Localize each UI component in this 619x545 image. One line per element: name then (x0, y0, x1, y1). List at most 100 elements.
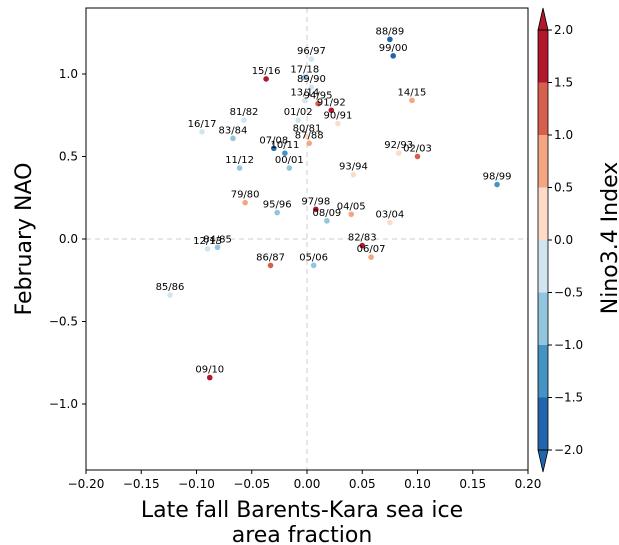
point-label: 89/90 (297, 74, 326, 85)
point-label: 96/97 (297, 46, 326, 57)
colorbar-tick-label: 1.5 (554, 76, 573, 90)
colorbar-segment (538, 240, 548, 293)
point-label: 94/95 (304, 91, 333, 102)
data-point (282, 150, 288, 156)
point-label: 06/07 (357, 244, 386, 255)
data-point (301, 74, 308, 81)
data-points (167, 36, 500, 381)
colorbar-tick-label: 2.0 (554, 23, 573, 37)
x-tick-label: −0.20 (68, 477, 105, 491)
colorbar-tick-label: −0.5 (554, 286, 583, 300)
data-point (308, 84, 315, 90)
point-label: 85/86 (156, 282, 185, 293)
colorbar-tick-label: −2.0 (554, 443, 583, 457)
data-point (267, 262, 274, 269)
data-point (395, 150, 402, 156)
colorbar-tick-label: −1.5 (554, 391, 583, 405)
colorbar-segment (538, 82, 548, 135)
data-point (324, 218, 330, 224)
data-point (308, 56, 315, 62)
point-label: 05/06 (299, 252, 328, 263)
data-point (301, 97, 308, 104)
point-label: 11/12 (225, 155, 254, 166)
colorbar-segment (538, 292, 548, 345)
y-tick-label: 0.5 (59, 150, 78, 164)
point-label: 79/80 (231, 190, 260, 201)
point-label: 13/14 (290, 87, 319, 98)
data-point (390, 53, 396, 59)
point-label: 16/17 (188, 119, 217, 130)
data-point (241, 117, 247, 123)
colorbar-segment (538, 30, 548, 83)
point-label: 09/10 (195, 365, 224, 376)
x-tick-label: 0.15 (459, 477, 486, 491)
data-point (359, 242, 366, 249)
colorbar-tick-label: 1.0 (554, 128, 573, 142)
point-label: 10/11 (270, 140, 299, 151)
point-label: 17/18 (290, 64, 319, 75)
data-point (199, 128, 205, 135)
data-point (494, 181, 500, 188)
colorbar-tick-label: 0.5 (554, 181, 573, 195)
data-point (313, 206, 319, 213)
data-point (230, 135, 236, 142)
zero-lines (86, 8, 528, 470)
point-label: 84/85 (203, 234, 232, 245)
point-label: 97/98 (301, 196, 330, 207)
data-point (206, 374, 213, 381)
point-label: 91/92 (317, 97, 346, 108)
point-label: 88/89 (375, 26, 404, 37)
point-label: 92/93 (384, 140, 413, 151)
data-point (315, 100, 321, 107)
data-point (306, 140, 313, 147)
y-tick-label: −0.5 (49, 315, 78, 329)
point-label: 07/08 (259, 135, 288, 146)
point-label: 00/01 (275, 155, 304, 166)
colorbar-ticks: −2.0 −1.5 −1.0 −0.5 0.0 0.5 1.0 1.5 2.0 (548, 23, 583, 457)
data-point (242, 199, 248, 206)
x-axis-label-line2: area fraction (232, 523, 373, 545)
data-point (335, 120, 341, 127)
data-point (263, 76, 269, 82)
x-tick-label: 0.10 (404, 477, 431, 491)
x-tick-label: −0.10 (178, 477, 215, 491)
data-point (348, 211, 355, 218)
data-point (295, 117, 301, 123)
data-point (310, 262, 317, 269)
colorbar-tick-label: 0.0 (554, 233, 573, 247)
x-axis-label-line1: Late fall Barents-Kara sea ice (141, 498, 463, 523)
colorbar-segment (538, 397, 548, 450)
colorbar (537, 7, 549, 473)
x-tick-label: −0.05 (233, 477, 270, 491)
x-tick-label: 0.00 (294, 477, 321, 491)
y-axis-label: February NAO (12, 163, 37, 316)
data-point (409, 97, 415, 104)
data-point (387, 219, 393, 226)
data-point (387, 36, 393, 43)
point-label: 08/09 (312, 208, 341, 219)
x-tick-label: 0.20 (515, 477, 542, 491)
colorbar-extend-high (537, 7, 549, 31)
x-tick-label: 0.05 (349, 477, 376, 491)
data-point (286, 165, 293, 171)
y-axis-ticks: −1.0 −0.5 0.0 0.5 1.0 (49, 67, 86, 411)
colorbar-segment (538, 135, 548, 188)
data-point (214, 244, 221, 251)
point-label: 86/87 (256, 252, 285, 263)
data-point (368, 254, 374, 260)
data-point (304, 133, 310, 140)
colorbar-label: Nino3.4 Index (598, 162, 619, 315)
point-label: 80/81 (293, 124, 322, 135)
point-label: 98/99 (483, 172, 512, 183)
data-point (414, 153, 421, 160)
colorbar-segment (538, 345, 548, 398)
point-label: 99/00 (379, 43, 408, 54)
y-tick-label: −1.0 (49, 397, 78, 411)
colorbar-segment (538, 187, 548, 240)
point-label: 81/82 (230, 107, 259, 118)
y-tick-label: 1.0 (59, 67, 78, 81)
point-label: 95/96 (263, 200, 292, 211)
point-label: 04/05 (337, 201, 366, 212)
point-label: 82/83 (348, 233, 377, 244)
